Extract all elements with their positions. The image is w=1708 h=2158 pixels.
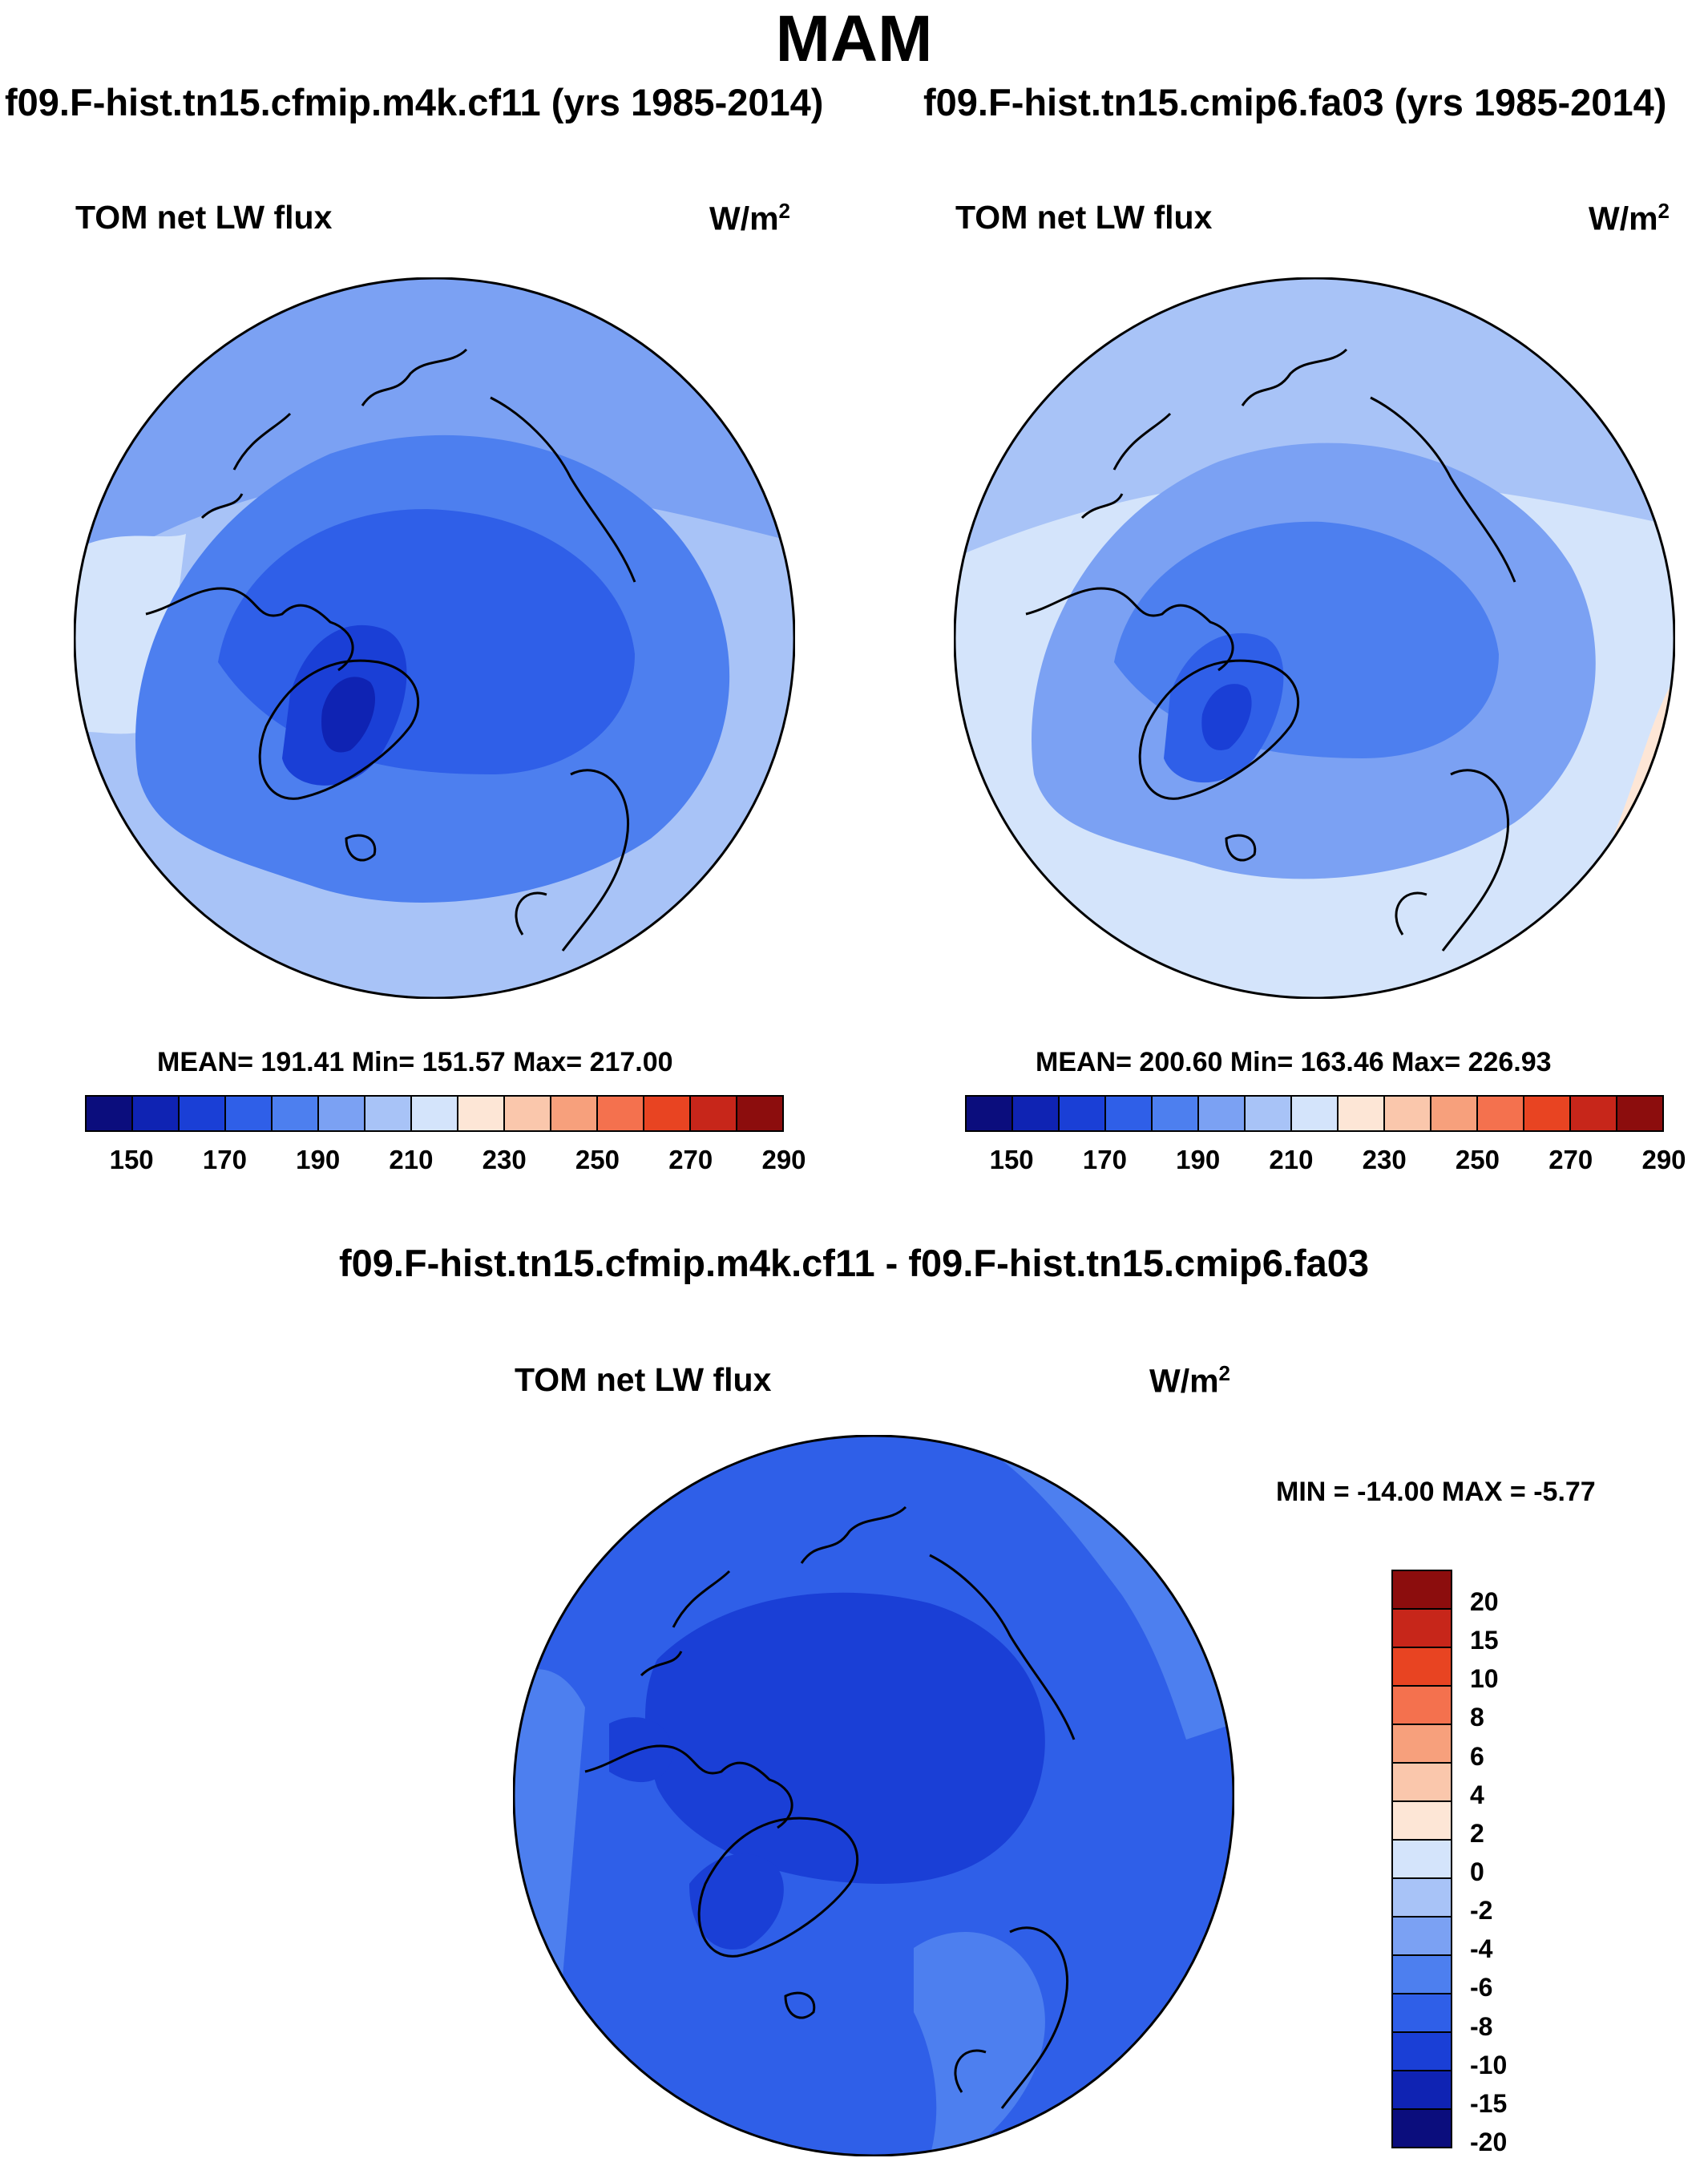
colorbar-swatch: [1393, 1764, 1451, 1802]
panel1-units: W/m2: [709, 199, 791, 237]
colorbar-label: 0: [1470, 1857, 1484, 1886]
colorbar-swatch: [1393, 2110, 1451, 2147]
panel1-run-title: f09.F-hist.tn15.cfmip.m4k.cf11 (yrs 1985…: [5, 81, 824, 123]
colorbar-label: 190: [1176, 1145, 1221, 1174]
colorbar-swatch: [551, 1097, 598, 1130]
colorbar-label: 270: [668, 1145, 713, 1174]
colorbar-label: 290: [761, 1145, 806, 1174]
colorbar-label: 170: [1082, 1145, 1127, 1174]
colorbar-label: 150: [109, 1145, 154, 1174]
colorbar-swatch: [691, 1097, 737, 1130]
panel2-stats: MEAN= 200.60 Min= 163.46 Max= 226.93: [1036, 1047, 1552, 1077]
colorbar-swatch: [319, 1097, 365, 1130]
colorbar-label: -10: [1470, 2050, 1508, 2079]
colorbar-swatch: [1393, 2033, 1451, 2071]
colorbar-label: 290: [1641, 1145, 1686, 1174]
colorbar-swatch: [226, 1097, 273, 1130]
colorbar-swatch: [1393, 1687, 1451, 1725]
colorbar-label: -2: [1470, 1896, 1493, 1926]
colorbar-swatch: [737, 1097, 782, 1130]
colorbar-swatch: [1385, 1097, 1431, 1130]
colorbar-swatch: [87, 1097, 133, 1130]
colorbar-swatch: [1339, 1097, 1385, 1130]
colorbar-swatch: [1153, 1097, 1199, 1130]
colorbar-swatch: [505, 1097, 551, 1130]
colorbar-swatch: [1571, 1097, 1617, 1130]
colorbar-swatch: [1060, 1097, 1106, 1130]
panel1-colorbar: [85, 1095, 784, 1132]
diff-stats: MIN = -14.00 MAX = -5.77: [1276, 1477, 1596, 1507]
colorbar-swatch: [1246, 1097, 1292, 1130]
colorbar-swatch: [1393, 1956, 1451, 1994]
colorbar-label: 2: [1470, 1818, 1484, 1848]
colorbar-label: -20: [1470, 2127, 1508, 2156]
colorbar-label: 8: [1470, 1703, 1484, 1732]
diff-title: f09.F-hist.tn15.cfmip.m4k.cf11 - f09.F-h…: [338, 1242, 1370, 1284]
colorbar-swatch: [1393, 1610, 1451, 1648]
colorbar-label: 230: [482, 1145, 527, 1174]
diff-units: W/m2: [1149, 1361, 1231, 1400]
colorbar-swatch: [412, 1097, 458, 1130]
season-title: MAM: [775, 2, 933, 75]
panel2-variable: TOM net LW flux: [955, 199, 1213, 236]
colorbar-swatch: [180, 1097, 226, 1130]
colorbar-swatch: [1393, 1571, 1451, 1610]
panel2-colorbar: [965, 1095, 1664, 1132]
colorbar-label: -4: [1470, 1934, 1493, 1964]
colorbar-label: 10: [1470, 1664, 1499, 1694]
colorbar-swatch: [1393, 1802, 1451, 1841]
colorbar-label: -15: [1470, 2088, 1508, 2118]
colorbar-swatch: [458, 1097, 505, 1130]
colorbar-swatch: [1478, 1097, 1524, 1130]
colorbar-swatch: [1292, 1097, 1339, 1130]
colorbar-swatch: [1393, 1841, 1451, 1879]
colorbar-label: 190: [296, 1145, 341, 1174]
colorbar-label: 210: [389, 1145, 434, 1174]
colorbar-swatch: [365, 1097, 412, 1130]
panel1-stats: MEAN= 191.41 Min= 151.57 Max= 217.00: [157, 1047, 673, 1077]
colorbar-label: -6: [1470, 1973, 1493, 2002]
colorbar-swatch: [1106, 1097, 1153, 1130]
colorbar-swatch: [1393, 1918, 1451, 1956]
colorbar-swatch: [967, 1097, 1013, 1130]
diff-colorbar: [1391, 1570, 1452, 2148]
panel2-polar-map: [954, 277, 1675, 999]
diff-variable: TOM net LW flux: [515, 1361, 772, 1398]
colorbar-swatch: [644, 1097, 691, 1130]
colorbar-swatch: [1393, 1725, 1451, 1764]
colorbar-label: 6: [1470, 1741, 1484, 1771]
colorbar-label: 230: [1362, 1145, 1407, 1174]
colorbar-label: 170: [202, 1145, 247, 1174]
colorbar-swatch: [1431, 1097, 1478, 1130]
panel2-run-title: f09.F-hist.tn15.cmip6.fa03 (yrs 1985-201…: [923, 81, 1667, 123]
colorbar-swatch: [1199, 1097, 1246, 1130]
colorbar-swatch: [1393, 1994, 1451, 2033]
colorbar-swatch: [1617, 1097, 1662, 1130]
colorbar-swatch: [1393, 1648, 1451, 1687]
colorbar-label: 250: [575, 1145, 620, 1174]
panel1-variable: TOM net LW flux: [75, 199, 333, 236]
colorbar-swatch: [1524, 1097, 1571, 1130]
colorbar-swatch: [1393, 2071, 1451, 2110]
panel1-polar-map: [74, 277, 795, 999]
colorbar-label: -8: [1470, 2011, 1493, 2041]
colorbar-label: 150: [989, 1145, 1034, 1174]
colorbar-swatch: [1393, 1879, 1451, 1918]
diff-polar-map: [513, 1435, 1234, 2156]
colorbar-label: 20: [1470, 1587, 1499, 1617]
colorbar-swatch: [598, 1097, 644, 1130]
colorbar-swatch: [273, 1097, 319, 1130]
colorbar-swatch: [1013, 1097, 1060, 1130]
colorbar-label: 15: [1470, 1626, 1499, 1655]
colorbar-label: 270: [1549, 1145, 1593, 1174]
colorbar-label: 210: [1269, 1145, 1314, 1174]
colorbar-swatch: [133, 1097, 180, 1130]
panel2-units: W/m2: [1589, 199, 1670, 237]
colorbar-label: 4: [1470, 1780, 1484, 1809]
colorbar-label: 250: [1455, 1145, 1500, 1174]
